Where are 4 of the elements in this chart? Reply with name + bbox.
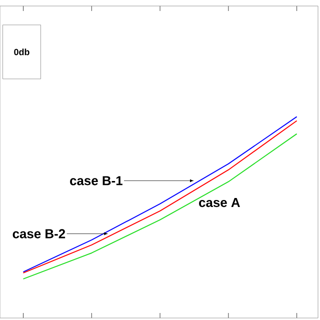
annotation: case B-2 <box>12 229 66 238</box>
annotation: case B-1 <box>70 176 122 186</box>
text: 0db <box>14 48 30 56</box>
annotation: case A <box>199 198 240 208</box>
